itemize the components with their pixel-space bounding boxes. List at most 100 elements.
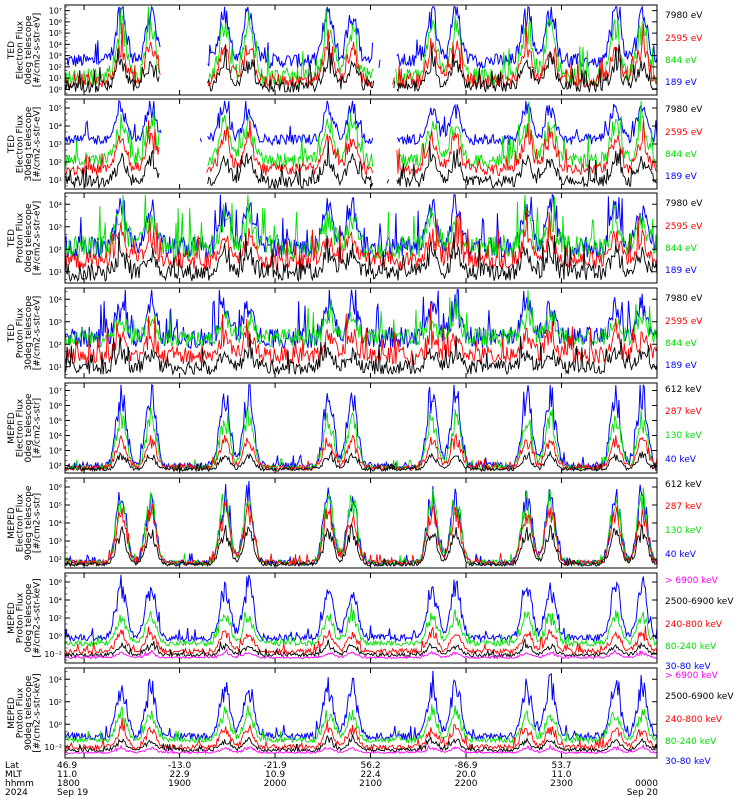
y-tick-label: 10⁴: [49, 200, 62, 209]
y-tick-label: 10⁻²: [44, 650, 62, 659]
panel-frame: [64, 667, 658, 759]
y-tick-label: 10²: [49, 63, 62, 72]
series-green-line: [65, 603, 657, 648]
footer-value: 10.9: [265, 770, 285, 780]
panel-5-series: [65, 383, 657, 473]
footer-value: 11.0: [57, 770, 77, 780]
y-tick-label: 10⁴: [49, 295, 62, 304]
y-tick-label: 10²: [49, 614, 62, 623]
y-axis-label: Electron Flux: [16, 493, 26, 552]
panel-3-series: [65, 193, 657, 283]
series-blue-line: [65, 193, 657, 259]
y-tick-label: 10³: [49, 447, 62, 456]
series-black-line: [65, 41, 657, 94]
y-axis-label: [#/cm2-s-str-eV]: [33, 296, 43, 371]
legend-entry: 240-800 keV: [665, 715, 723, 725]
legend-entry: 2500-6900 keV: [665, 597, 734, 607]
footer-value: -86.9: [454, 761, 478, 771]
series-blue-line: [65, 574, 657, 643]
y-tick-label: 10²: [49, 158, 62, 167]
series-red-line: [65, 500, 657, 567]
y-tick-label: 10⁶: [49, 578, 62, 587]
panel-frame: [64, 192, 658, 284]
footer-value: -13.0: [168, 761, 192, 771]
legend-entry: 612 keV: [665, 385, 702, 395]
legend-entry: 80-240 keV: [665, 642, 717, 652]
y-tick-label: 10³: [49, 140, 62, 149]
panel-4-series: [65, 289, 657, 376]
series-red-line: [65, 120, 657, 177]
panel-frame: [64, 287, 658, 379]
y-axis-label: Electron Flux: [16, 114, 26, 173]
series-black-line: [65, 523, 657, 568]
series-black-line: [65, 734, 657, 754]
series-blue-line: [65, 289, 657, 350]
legend-entry: 240-800 keV: [665, 620, 723, 630]
legend-entry: 2595 eV: [665, 317, 703, 327]
y-tick-label: 10⁻²: [44, 743, 62, 752]
footer-value: -21.9: [263, 761, 287, 771]
y-tick-label: 10³: [49, 537, 62, 546]
y-tick-label: 10⁶: [49, 18, 62, 27]
footer-value: 2200: [455, 779, 478, 789]
footer-value: 20.0: [456, 770, 476, 780]
series-black-line: [65, 449, 657, 473]
panel-frame: [64, 4, 658, 96]
y-tick-label: 10⁷: [49, 387, 62, 396]
y-tick-label: 10⁴: [49, 40, 62, 49]
y-axis-label: [#/cm2-s-str-keV]: [33, 578, 43, 657]
y-axis-label: [#/cm2-s-str]: [33, 398, 43, 458]
series-red-line: [65, 208, 657, 271]
y-tick-label: 10¹: [49, 74, 62, 83]
y-tick-label: 10⁴: [49, 519, 62, 528]
panel-2-series: [65, 99, 657, 189]
legend-entry: > 6900 keV: [665, 671, 719, 681]
legend-entry: 844 eV: [665, 56, 698, 66]
y-axis-label: TED: [7, 324, 17, 343]
y-tick-label: 10⁴: [49, 432, 62, 441]
legend-entry: 189 eV: [665, 172, 698, 182]
y-axis-label: [#/cm2-s-str-keV]: [33, 673, 43, 752]
footer-value: 53.7: [551, 761, 571, 771]
legend-entry: 844 eV: [665, 244, 698, 254]
y-tick-label: 10⁰: [49, 720, 62, 729]
footer-row-label: MLT: [5, 770, 23, 780]
footer-row-label: hhmm: [5, 779, 34, 789]
y-tick-label: 10⁶: [49, 483, 62, 492]
y-axis-label: 30deg telescope: [24, 106, 34, 181]
y-axis-label: 0deg telescope: [24, 583, 34, 653]
y-tick-label: 10³: [49, 318, 62, 327]
y-axis-label: 0deg telescope: [24, 203, 34, 273]
y-tick-label: 10³: [49, 52, 62, 61]
y-axis-label: Proton Flux: [16, 212, 26, 263]
series-black-line: [65, 333, 657, 376]
series-black-line: [65, 232, 657, 283]
y-axis-label: Electron Flux: [16, 398, 26, 457]
series-blue-line: [65, 670, 657, 742]
series-magenta-line: [65, 648, 657, 660]
series-green-line: [65, 289, 657, 348]
y-axis-label: 30deg telescope: [24, 295, 34, 370]
y-axis-label: 90deg telescope: [24, 675, 34, 750]
legend-entry: 844 eV: [665, 150, 698, 160]
footer-value: Sep 20: [627, 788, 659, 798]
y-tick-label: 10⁵: [49, 104, 62, 113]
footer-value: 2100: [359, 779, 382, 789]
y-axis-label: Electron Flux: [16, 20, 26, 79]
time-axis-footer: Lat 46.9 -13.0 -21.9 56.2 -86.9 53.7 MLT 11.0 22.…: [5, 761, 658, 798]
footer-row-label: 2024: [5, 788, 28, 798]
y-tick-label: 10⁵: [49, 417, 62, 426]
y-axis-label: TED: [7, 135, 17, 154]
y-axis-label: 0deg telescope: [24, 15, 34, 85]
legend-entry: 612 keV: [665, 480, 702, 490]
y-axis-label: MEPED: [7, 602, 17, 634]
y-tick-label: 10⁴: [49, 596, 62, 605]
legend-entry: 2595 eV: [665, 128, 703, 138]
y-tick-label: 10⁶: [49, 402, 62, 411]
y-tick-label: 10⁵: [49, 501, 62, 510]
